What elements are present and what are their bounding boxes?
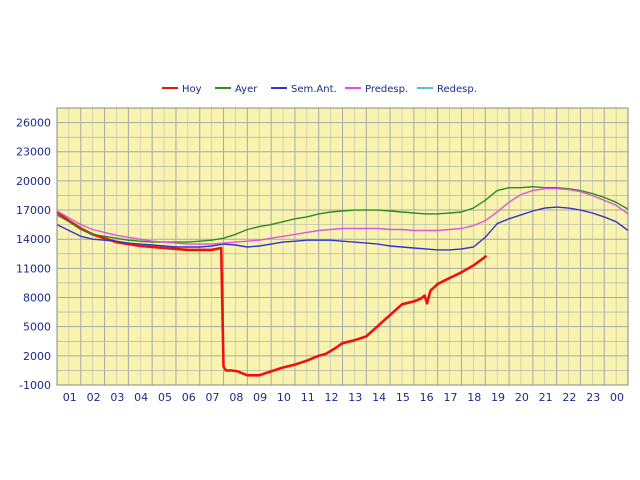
- x-tick-label: 20: [515, 391, 529, 404]
- x-tick-label: 16: [420, 391, 434, 404]
- y-tick-label: 17000: [16, 204, 51, 217]
- x-tick-label: 19: [491, 391, 505, 404]
- legend-label: Redesp.: [437, 84, 477, 95]
- x-tick-label: 06: [182, 391, 196, 404]
- y-tick-label: 5000: [23, 321, 51, 334]
- series-line-ayer: [56, 185, 629, 243]
- x-tick-label: 18: [467, 391, 481, 404]
- chart-legend: Hoy Ayer Sem.Ant. Predesp. Redesp.: [162, 84, 477, 95]
- legend-label: Ayer: [235, 84, 258, 95]
- y-tick-label: 23000: [16, 146, 51, 159]
- legend-label: Sem.Ant.: [291, 84, 337, 95]
- x-tick-label: 17: [443, 391, 457, 404]
- x-tick-label: 23: [586, 391, 600, 404]
- x-tick-label: 02: [87, 391, 101, 404]
- x-tick-label: 01: [63, 391, 77, 404]
- x-tick-label: 08: [229, 391, 243, 404]
- x-tick-label: 15: [396, 391, 410, 404]
- y-tick-label: 20000: [16, 175, 51, 188]
- x-tick-label: 00: [610, 391, 624, 404]
- y-tick-label: 8000: [23, 292, 51, 305]
- legend-item: Redesp.: [417, 84, 477, 95]
- x-tick-label: 13: [348, 391, 362, 404]
- y-tick-label: 11000: [16, 262, 51, 275]
- x-tick-label: 14: [372, 391, 386, 404]
- x-tick-label: 05: [158, 391, 172, 404]
- x-tick-label: 07: [206, 391, 220, 404]
- y-tick-label: 26000: [16, 117, 51, 130]
- x-tick-label: 22: [562, 391, 576, 404]
- x-tick-label: 11: [301, 391, 315, 404]
- x-tick-label: 10: [277, 391, 291, 404]
- series-line-hoy: [56, 210, 488, 377]
- legend-item: Ayer: [215, 84, 258, 95]
- x-tick-label: 21: [539, 391, 553, 404]
- y-axis: -1000 2000 5000 8000 11000 14000 17000 20000 230…: [16, 117, 51, 392]
- plot-frame: [56, 107, 629, 386]
- legend-label: Hoy: [182, 84, 202, 95]
- x-axis: 01 02 03 04 05 06 07 08 09 10 11 12 13 14 15 16 17 18 19 20…: [63, 391, 624, 404]
- x-tick-label: 09: [253, 391, 267, 404]
- series-line-predesp: [56, 187, 629, 245]
- y-tick-label: -1000: [19, 379, 51, 392]
- y-tick-label: 2000: [23, 350, 51, 363]
- x-tick-label: 12: [325, 391, 339, 404]
- legend-label: Predesp.: [365, 84, 408, 95]
- x-tick-label: 03: [110, 391, 124, 404]
- series-line-sem-ant: [56, 206, 629, 251]
- x-tick-label: 04: [134, 391, 148, 404]
- y-tick-label: 14000: [16, 233, 51, 246]
- chart-series-group: [56, 185, 629, 377]
- legend-item: Sem.Ant.: [271, 84, 337, 95]
- legend-item: Predesp.: [345, 84, 408, 95]
- legend-item: Hoy: [162, 84, 202, 95]
